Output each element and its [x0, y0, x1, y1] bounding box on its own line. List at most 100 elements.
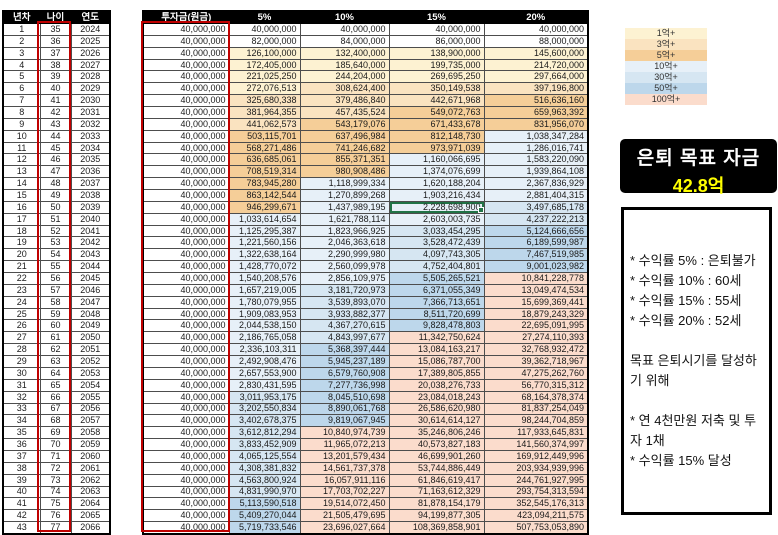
cell-yearnum[interactable]: 24 — [2, 295, 41, 309]
cell-rate5[interactable]: 3,202,550,834 — [228, 402, 301, 416]
cell-rate20[interactable]: 3,497,685,178 — [483, 200, 589, 214]
cell-rate10[interactable]: 379,486,840 — [299, 94, 390, 108]
cell-rate10[interactable]: 457,435,524 — [299, 106, 390, 119]
cell-age[interactable]: 59 — [39, 307, 72, 321]
cell-year[interactable]: 2046 — [70, 283, 111, 297]
cell-yearnum[interactable]: 29 — [2, 355, 41, 368]
cell-year[interactable]: 2064 — [70, 497, 111, 511]
cell-principal[interactable]: 40,000,000 — [142, 319, 230, 333]
cell-age[interactable]: 39 — [39, 70, 72, 84]
cell-rate5[interactable]: 40,000,000 — [228, 23, 301, 36]
cell-principal[interactable]: 40,000,000 — [142, 355, 230, 368]
cell-rate10[interactable]: 1,823,966,925 — [299, 224, 390, 238]
cell-rate5[interactable]: 325,680,338 — [228, 94, 301, 108]
cell-year[interactable]: 2033 — [70, 129, 111, 143]
cell-principal[interactable]: 40,000,000 — [142, 461, 230, 475]
cell-rate10[interactable]: 3,933,882,377 — [299, 307, 390, 321]
cell-year[interactable]: 2026 — [70, 46, 111, 60]
cell-rate15[interactable]: 26,586,620,980 — [388, 402, 485, 416]
cell-rate15[interactable]: 46,699,901,260 — [388, 449, 485, 463]
cell-rate15[interactable]: 30,614,614,127 — [388, 414, 485, 428]
cell-rate15[interactable]: 35,246,806,246 — [388, 426, 485, 440]
cell-rate5[interactable]: 863,142,544 — [228, 189, 301, 202]
cell-rate20[interactable]: 831,956,070 — [483, 117, 589, 131]
cell-rate20[interactable]: 2,367,836,929 — [483, 177, 589, 191]
cell-yearnum[interactable]: 20 — [2, 248, 41, 262]
cell-rate20[interactable]: 145,600,000 — [483, 46, 589, 60]
cell-rate5[interactable]: 126,100,000 — [228, 46, 301, 60]
cell-rate15[interactable]: 199,735,000 — [388, 58, 485, 72]
cell-rate15[interactable]: 17,389,805,855 — [388, 366, 485, 380]
cell-rate10[interactable]: 6,579,760,908 — [299, 366, 390, 380]
cell-year[interactable]: 2042 — [70, 236, 111, 250]
cell-rate15[interactable]: 1,374,076,699 — [388, 165, 485, 179]
cell-rate5[interactable]: 3,402,678,375 — [228, 414, 301, 428]
cell-principal[interactable]: 40,000,000 — [142, 426, 230, 440]
cell-yearnum[interactable]: 16 — [2, 200, 41, 214]
cell-rate5[interactable]: 4,563,800,924 — [228, 473, 301, 487]
cell-yearnum[interactable]: 22 — [2, 272, 41, 285]
cell-rate5[interactable]: 2,044,538,150 — [228, 319, 301, 333]
cell-rate10[interactable]: 308,624,400 — [299, 82, 390, 96]
cell-rate20[interactable]: 244,761,927,995 — [483, 473, 589, 487]
cell-rate5[interactable]: 1,780,079,955 — [228, 295, 301, 309]
cell-rate5[interactable]: 1,125,295,387 — [228, 224, 301, 238]
cell-yearnum[interactable]: 32 — [2, 390, 41, 404]
cell-rate10[interactable]: 19,514,072,450 — [299, 497, 390, 511]
cell-rate5[interactable]: 4,831,990,970 — [228, 485, 301, 499]
cell-year[interactable]: 2061 — [70, 461, 111, 475]
cell-year[interactable]: 2032 — [70, 117, 111, 131]
cell-principal[interactable]: 40,000,000 — [142, 331, 230, 345]
cell-age[interactable]: 62 — [39, 343, 72, 357]
cell-rate15[interactable]: 11,342,750,624 — [388, 331, 485, 345]
cell-rate15[interactable]: 5,505,265,521 — [388, 272, 485, 285]
cell-principal[interactable]: 40,000,000 — [142, 260, 230, 274]
cell-age[interactable]: 75 — [39, 497, 72, 511]
cell-year[interactable]: 2039 — [70, 200, 111, 214]
cell-rate5[interactable]: 2,492,908,476 — [228, 355, 301, 368]
cell-yearnum[interactable]: 43 — [2, 521, 41, 535]
cell-yearnum[interactable]: 33 — [2, 402, 41, 416]
cell-rate20[interactable]: 507,753,053,890 — [483, 521, 589, 535]
cell-yearnum[interactable]: 40 — [2, 485, 41, 499]
cell-yearnum[interactable]: 25 — [2, 307, 41, 321]
cell-principal[interactable]: 40,000,000 — [142, 165, 230, 179]
cell-rate15[interactable]: 1,903,216,434 — [388, 189, 485, 202]
cell-age[interactable]: 51 — [39, 212, 72, 226]
cell-rate5[interactable]: 1,033,614,654 — [228, 212, 301, 226]
cell-yearnum[interactable]: 19 — [2, 236, 41, 250]
cell-principal[interactable]: 40,000,000 — [142, 307, 230, 321]
cell-principal[interactable]: 40,000,000 — [142, 177, 230, 191]
cell-rate5[interactable]: 1,221,560,156 — [228, 236, 301, 250]
cell-age[interactable]: 50 — [39, 200, 72, 214]
cell-principal[interactable]: 40,000,000 — [142, 46, 230, 60]
cell-age[interactable]: 44 — [39, 129, 72, 143]
cell-rate20[interactable]: 659,963,392 — [483, 106, 589, 119]
cell-principal[interactable]: 40,000,000 — [142, 141, 230, 155]
cell-age[interactable]: 43 — [39, 117, 72, 131]
cell-principal[interactable]: 40,000,000 — [142, 248, 230, 262]
cell-rate15[interactable]: 350,149,538 — [388, 82, 485, 96]
retirement-target-box[interactable]: 은퇴 목표 자금 42.8억 — [620, 139, 777, 196]
cell-rate15[interactable]: 3,033,454,295 — [388, 224, 485, 238]
cell-rate5[interactable]: 1,657,219,005 — [228, 283, 301, 297]
cell-year[interactable]: 2059 — [70, 438, 111, 451]
cell-principal[interactable]: 40,000,000 — [142, 82, 230, 96]
cell-rate15[interactable]: 61,846,619,417 — [388, 473, 485, 487]
cell-rate20[interactable]: 98,244,704,859 — [483, 414, 589, 428]
cell-rate15[interactable]: 40,000,000 — [388, 23, 485, 36]
cell-principal[interactable]: 40,000,000 — [142, 58, 230, 72]
cell-rate15[interactable]: 138,900,000 — [388, 46, 485, 60]
cell-rate5[interactable]: 381,964,355 — [228, 106, 301, 119]
cell-year[interactable]: 2025 — [70, 34, 111, 48]
cell-yearnum[interactable]: 31 — [2, 378, 41, 392]
cell-yearnum[interactable]: 1 — [2, 23, 41, 36]
cell-rate20[interactable]: 39,362,718,967 — [483, 355, 589, 368]
cell-year[interactable]: 2050 — [70, 331, 111, 345]
cell-age[interactable]: 48 — [39, 177, 72, 191]
cell-rate15[interactable]: 1,160,066,695 — [388, 153, 485, 167]
cell-rate20[interactable]: 81,837,254,049 — [483, 402, 589, 416]
cell-rate10[interactable]: 1,437,989,195 — [299, 200, 390, 214]
cell-yearnum[interactable]: 41 — [2, 497, 41, 511]
cell-year[interactable]: 2047 — [70, 295, 111, 309]
